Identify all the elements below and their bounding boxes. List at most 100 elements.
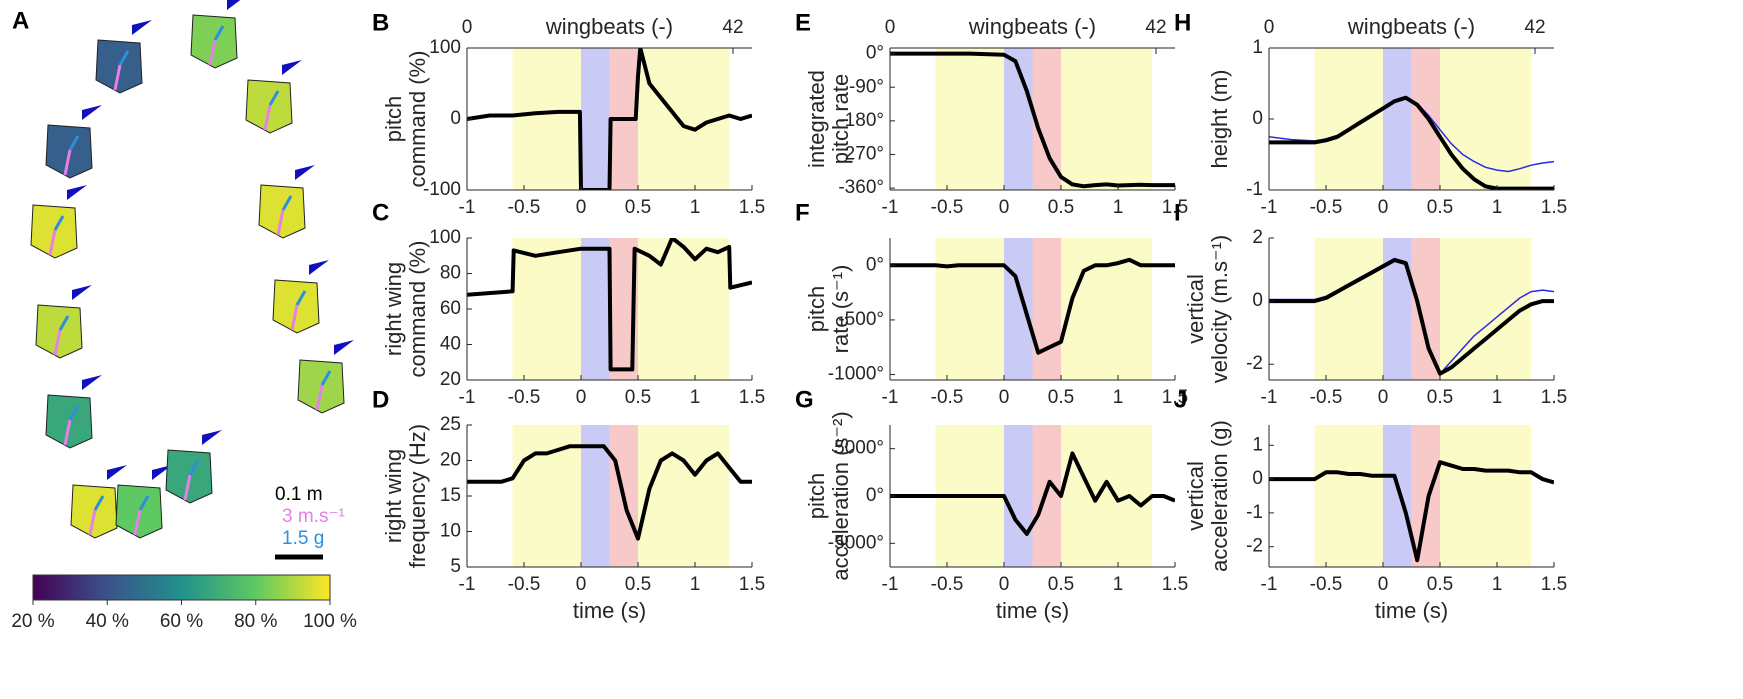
x-tick-label: -1 xyxy=(459,197,476,218)
y-tick-label: 20 xyxy=(440,369,461,390)
x-tick-label: 1.5 xyxy=(739,197,765,218)
panel-label: D xyxy=(372,386,389,413)
arrow xyxy=(68,405,80,421)
chart: -2 0 2 -1 -0.5 0 0.5 1 1.5 vertical velocity (m.s⁻… xyxy=(1174,199,1567,408)
flag xyxy=(295,165,315,180)
x2-tick-label: 0 xyxy=(462,17,473,38)
x-tick-label: 0 xyxy=(1378,197,1389,218)
y-tick-label: 2 xyxy=(1252,227,1263,248)
y-tick-label: -2 xyxy=(1246,536,1263,557)
flag xyxy=(107,465,127,480)
y-tick-label: 0 xyxy=(1252,290,1263,311)
y-tick-label: 5000° xyxy=(834,438,884,459)
scale-label: 3 m.s⁻¹ xyxy=(282,506,345,527)
phase-region xyxy=(1314,425,1383,567)
x-tick-label: -1 xyxy=(1261,387,1278,408)
x-tick-label: 0 xyxy=(999,197,1010,218)
arrow xyxy=(276,209,285,236)
x-tick-label: 0 xyxy=(576,574,587,595)
y-tick-label: -270° xyxy=(838,144,884,165)
phase-region xyxy=(512,48,581,190)
phase-region xyxy=(1032,238,1061,380)
y-tick-label: 10 xyxy=(440,521,461,542)
line xyxy=(1269,258,1554,376)
y-axis-label: vertical xyxy=(1183,274,1208,344)
panel-label: F xyxy=(795,199,810,226)
arrow xyxy=(320,370,332,386)
x-tick-label: 0 xyxy=(576,197,587,218)
x-tick-label: -1 xyxy=(1261,197,1278,218)
panel-a: A 0.1 m 3 m.s⁻¹ 1.5 g 20 % 40 % 60 % 80 % 10… xyxy=(11,0,357,632)
phase-region xyxy=(1061,425,1153,567)
phase-region xyxy=(638,425,730,567)
flag xyxy=(132,20,152,35)
line xyxy=(890,51,1175,189)
arrow xyxy=(58,315,70,331)
x-tick-label: 0.5 xyxy=(625,387,651,408)
y-tick-label: -360° xyxy=(838,177,884,198)
x-tick-label: 1.5 xyxy=(1162,197,1188,218)
colorbar-tick-label: 40 % xyxy=(86,611,129,632)
arrow xyxy=(63,419,72,446)
x-tick-label: 1.5 xyxy=(1162,574,1188,595)
y-axis-label: pitch xyxy=(804,286,829,332)
x-axis-label: time (s) xyxy=(996,598,1069,623)
y-axis-label: pitch xyxy=(804,473,829,519)
line xyxy=(467,48,752,190)
chart: -1000° -500° 0° -1 -0.5 0 0.5 1 1.5 pitch rate (s⁻… xyxy=(795,199,1188,408)
arrow xyxy=(263,104,272,131)
phase-region xyxy=(512,238,581,380)
arrow xyxy=(48,229,57,256)
y-tick-label: 0 xyxy=(1252,108,1263,129)
x-tick-label: 1 xyxy=(690,197,701,218)
x-tick-label: 0.5 xyxy=(625,574,651,595)
x-tick-label: -0.5 xyxy=(1310,197,1343,218)
y-tick-label: 0 xyxy=(450,108,461,129)
phase-region xyxy=(1314,48,1383,190)
y-axis-label: vertical xyxy=(1183,461,1208,531)
phase-region xyxy=(1061,238,1153,380)
arrow xyxy=(133,509,142,536)
flag xyxy=(82,375,102,390)
phase-region xyxy=(638,238,730,380)
phase-region xyxy=(1440,48,1532,190)
x-tick-label: 1 xyxy=(1113,574,1124,595)
arrow xyxy=(183,474,192,501)
phase-region xyxy=(935,238,1004,380)
y-tick-label: 0° xyxy=(866,254,884,275)
phase-region xyxy=(1061,48,1153,190)
line xyxy=(890,257,1175,355)
x-axis-label: time (s) xyxy=(573,598,646,623)
y-tick-label: 1 xyxy=(1252,37,1263,58)
y-tick-label: 100 xyxy=(429,227,461,248)
x-tick-label: -1 xyxy=(1261,574,1278,595)
x-tick-label: 0.5 xyxy=(1048,574,1074,595)
x-tick-label: 0 xyxy=(999,387,1010,408)
colorbar-tick-label: 60 % xyxy=(160,611,203,632)
arrow xyxy=(53,329,62,356)
phase-region xyxy=(581,48,610,190)
x-axis-label: time (s) xyxy=(1375,598,1448,623)
x2-tick-label: 0 xyxy=(885,17,896,38)
x2-axis-label: wingbeats (-) xyxy=(545,14,673,39)
y-axis-label: pitch xyxy=(381,96,406,142)
x-tick-label: -0.5 xyxy=(931,387,964,408)
y-tick-label: -1000° xyxy=(828,364,884,385)
y-axis-label: pitch rate xyxy=(828,74,853,165)
x-tick-label: -1 xyxy=(459,387,476,408)
y-tick-label: 5 xyxy=(450,556,461,577)
arrow xyxy=(113,64,122,91)
y-tick-label: -100 xyxy=(423,179,461,200)
panel-label: A xyxy=(12,7,29,34)
x-tick-label: -1 xyxy=(882,197,899,218)
x-tick-label: -1 xyxy=(882,574,899,595)
x-tick-label: 1.5 xyxy=(739,574,765,595)
x-tick-label: -1 xyxy=(882,387,899,408)
x-tick-label: 1 xyxy=(1492,197,1503,218)
y-tick-label: -1 xyxy=(1246,502,1263,523)
phase-region xyxy=(1440,425,1532,567)
x2-tick-label: 42 xyxy=(1145,17,1166,38)
x-tick-label: 0 xyxy=(999,574,1010,595)
x-tick-label: 0 xyxy=(1378,387,1389,408)
